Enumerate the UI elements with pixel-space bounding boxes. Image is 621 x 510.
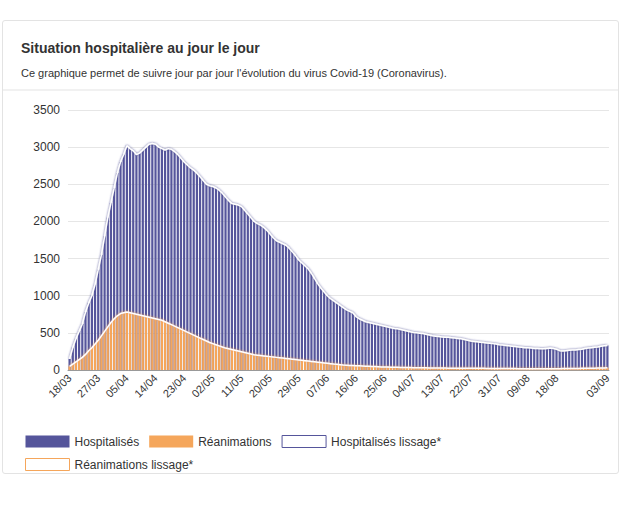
svg-text:14/04: 14/04 — [132, 372, 160, 400]
svg-text:Hospitalisés lissage*: Hospitalisés lissage* — [331, 435, 441, 449]
svg-text:16/06: 16/06 — [332, 372, 360, 400]
svg-text:Réanimations lissage*: Réanimations lissage* — [75, 458, 194, 472]
svg-text:13/07: 13/07 — [418, 372, 446, 400]
svg-text:18/08: 18/08 — [533, 372, 561, 400]
svg-text:23/04: 23/04 — [160, 372, 188, 400]
svg-text:05/04: 05/04 — [103, 372, 131, 400]
svg-text:1000: 1000 — [33, 289, 60, 303]
svg-text:3500: 3500 — [33, 103, 60, 117]
svg-text:Réanimations: Réanimations — [198, 435, 271, 449]
svg-text:20/05: 20/05 — [246, 372, 274, 400]
svg-text:04/07: 04/07 — [390, 372, 418, 400]
svg-text:09/08: 09/08 — [504, 372, 532, 400]
svg-text:27/03: 27/03 — [75, 372, 103, 400]
svg-text:Ce graphique permet de suivre: Ce graphique permet de suivre jour par j… — [21, 67, 447, 79]
svg-text:18/03: 18/03 — [46, 372, 74, 400]
svg-text:3000: 3000 — [33, 140, 60, 154]
svg-text:02/05: 02/05 — [189, 372, 217, 400]
svg-text:Hospitalisés: Hospitalisés — [75, 435, 140, 449]
svg-text:11/05: 11/05 — [218, 372, 245, 399]
svg-text:25/06: 25/06 — [361, 372, 389, 400]
svg-text:07/06: 07/06 — [304, 372, 332, 400]
svg-text:31/07: 31/07 — [476, 372, 504, 400]
svg-text:Situation hospitalière au jour: Situation hospitalière au jour le jour — [21, 40, 260, 56]
svg-text:29/05: 29/05 — [275, 372, 303, 400]
svg-text:1500: 1500 — [33, 252, 60, 266]
svg-text:0: 0 — [53, 363, 60, 377]
svg-text:03/09: 03/09 — [584, 372, 612, 400]
svg-text:2500: 2500 — [33, 177, 60, 191]
svg-text:2000: 2000 — [33, 214, 60, 228]
svg-text:22/07: 22/07 — [447, 372, 475, 400]
svg-text:500: 500 — [40, 326, 60, 340]
